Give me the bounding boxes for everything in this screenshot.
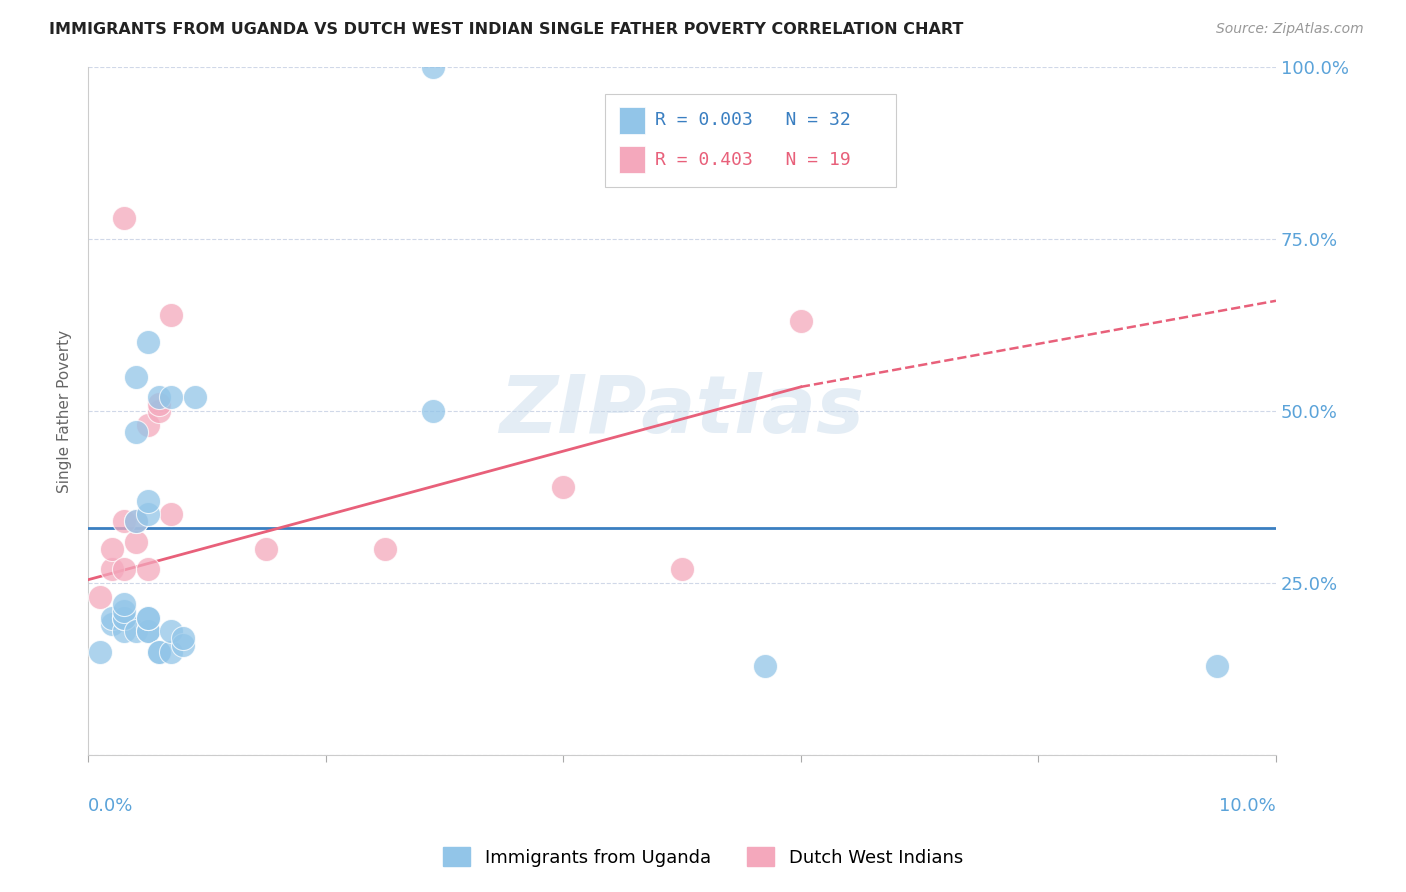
Point [136, 610, 159, 624]
FancyBboxPatch shape [605, 95, 896, 187]
Point [112, 562, 135, 576]
Point [136, 562, 159, 576]
Point [172, 638, 194, 652]
Point [89, 590, 111, 604]
Point [790, 314, 813, 328]
Point [112, 624, 135, 639]
Point [136, 493, 159, 508]
Point [160, 624, 183, 639]
Point [148, 397, 170, 411]
Point [124, 514, 146, 528]
Text: Source: ZipAtlas.com: Source: ZipAtlas.com [1216, 22, 1364, 37]
Point [422, 404, 444, 418]
Point [254, 541, 277, 556]
Point [89, 645, 111, 659]
Point [124, 425, 146, 439]
Point [136, 610, 159, 624]
Point [136, 417, 159, 432]
Point [112, 604, 135, 618]
Text: 0.0%: 0.0% [89, 797, 134, 814]
Point [553, 480, 575, 494]
Point [124, 624, 146, 639]
Point [136, 624, 159, 639]
Point [112, 610, 135, 624]
Point [160, 390, 183, 404]
Legend: Immigrants from Uganda, Dutch West Indians: Immigrants from Uganda, Dutch West India… [436, 840, 970, 874]
Point [124, 369, 146, 384]
FancyBboxPatch shape [619, 106, 645, 134]
Point [184, 390, 207, 404]
Text: R = 0.003   N = 32: R = 0.003 N = 32 [655, 112, 851, 129]
Point [160, 508, 183, 522]
Text: IMMIGRANTS FROM UGANDA VS DUTCH WEST INDIAN SINGLE FATHER POVERTY CORRELATION CH: IMMIGRANTS FROM UGANDA VS DUTCH WEST IND… [49, 22, 963, 37]
Point [136, 624, 159, 639]
Point [136, 335, 159, 350]
Text: 10.0%: 10.0% [1219, 797, 1277, 814]
Point [148, 645, 170, 659]
Point [148, 404, 170, 418]
Point [160, 645, 183, 659]
Y-axis label: Single Father Poverty: Single Father Poverty [58, 329, 72, 492]
Point [124, 514, 146, 528]
Point [671, 562, 693, 576]
Point [160, 308, 183, 322]
Point [422, 60, 444, 74]
Point [112, 610, 135, 624]
Point [374, 541, 396, 556]
Point [754, 658, 776, 673]
Point [101, 541, 124, 556]
Point [101, 617, 124, 632]
Point [124, 534, 146, 549]
Point [101, 610, 124, 624]
Point [112, 514, 135, 528]
Point [112, 597, 135, 611]
Point [136, 508, 159, 522]
Text: R = 0.403   N = 19: R = 0.403 N = 19 [655, 151, 851, 169]
Point [101, 562, 124, 576]
Text: ZIPatlas: ZIPatlas [499, 372, 865, 450]
Point [172, 632, 194, 646]
Point [1205, 658, 1227, 673]
FancyBboxPatch shape [619, 145, 645, 173]
Point [112, 211, 135, 226]
Point [148, 645, 170, 659]
Point [148, 390, 170, 404]
